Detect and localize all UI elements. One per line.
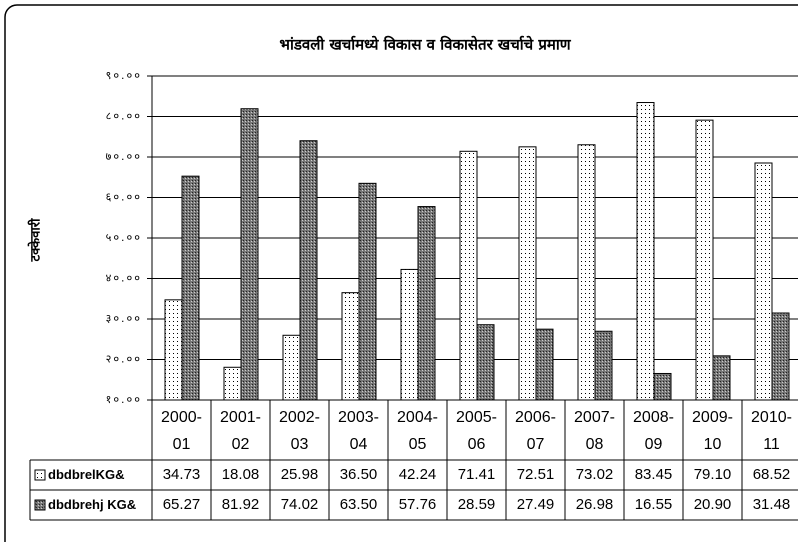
table-value: 68.52 xyxy=(752,466,791,483)
bar xyxy=(181,175,200,401)
y-tick-label: १०.०० xyxy=(106,393,142,406)
x-tick-label: 2008-09 xyxy=(633,409,674,453)
x-tick-label: 2001-02 xyxy=(220,409,261,453)
bar xyxy=(223,366,242,401)
bar xyxy=(417,206,436,401)
table-value: 83.45 xyxy=(634,466,673,483)
bar xyxy=(358,182,377,401)
table-value: 74.02 xyxy=(280,496,319,513)
bar xyxy=(636,102,655,401)
bar xyxy=(695,119,714,401)
table-value: 81.92 xyxy=(221,496,260,513)
x-tick-label: 2004-05 xyxy=(397,409,438,453)
y-tick-label: ७०.०० xyxy=(106,150,142,163)
y-tick-label: ८०.०० xyxy=(106,110,142,123)
legend-swatch xyxy=(34,499,46,511)
chart-title: भांडवली खर्चामध्ये विकास व विकासेतर खर्च… xyxy=(279,36,571,54)
legend-label: dbdbrehj KG& xyxy=(48,497,137,512)
bar xyxy=(771,312,790,401)
x-tick-label: 2010-11 xyxy=(751,409,792,453)
y-tick-label: ४०.०० xyxy=(106,272,142,285)
x-tick-label: 2003-04 xyxy=(338,409,379,453)
table-value: 31.48 xyxy=(752,496,791,513)
bar xyxy=(577,144,596,401)
table-value: 27.49 xyxy=(516,496,555,513)
table-value: 18.08 xyxy=(221,466,260,483)
table-value: 25.98 xyxy=(280,466,319,483)
table-value: 63.50 xyxy=(339,496,378,513)
table-value: 16.55 xyxy=(634,496,673,513)
table-value: 65.27 xyxy=(162,496,201,513)
y-tick-label: ५०.०० xyxy=(106,231,142,244)
table-value: 42.24 xyxy=(398,466,437,483)
x-tick-label: 2005-06 xyxy=(456,409,497,453)
x-tick-label: 2000-01 xyxy=(161,409,202,453)
bar xyxy=(712,355,731,401)
table-value: 73.02 xyxy=(575,466,614,483)
bar xyxy=(535,328,554,401)
x-tick-label: 2009-10 xyxy=(692,409,733,453)
bar xyxy=(299,140,318,401)
table-value: 36.50 xyxy=(339,466,378,483)
bar xyxy=(400,268,419,401)
x-tick-label: 2006-07 xyxy=(515,409,556,453)
legend-swatch xyxy=(34,469,46,481)
border xyxy=(4,4,798,542)
table-value: 79.10 xyxy=(693,466,732,483)
x-tick-label: 2007-08 xyxy=(574,409,615,453)
bar xyxy=(594,330,613,401)
legend-label: dbdbrelKG& xyxy=(48,467,125,482)
table-value: 20.90 xyxy=(693,496,732,513)
table-value: 26.98 xyxy=(575,496,614,513)
x-tick-label: 2002-03 xyxy=(279,409,320,453)
y-tick-label: ३०.०० xyxy=(106,312,142,325)
y-tick-label: ९०.०० xyxy=(106,69,142,82)
y-axis-label: टक्केवारी xyxy=(28,218,44,263)
bar xyxy=(240,108,259,401)
bar xyxy=(653,372,672,401)
bar xyxy=(164,299,183,401)
bar xyxy=(459,150,478,401)
bar xyxy=(282,334,301,401)
table-value: 72.51 xyxy=(516,466,555,483)
y-tick-label: २०.०० xyxy=(106,353,142,366)
table-value: 28.59 xyxy=(457,496,496,513)
y-tick-label: ६०.०० xyxy=(106,191,142,204)
bar xyxy=(341,292,360,401)
table-value: 34.73 xyxy=(162,466,201,483)
bar xyxy=(518,146,537,401)
table-value: 71.41 xyxy=(457,466,496,483)
bar xyxy=(754,162,773,401)
bar xyxy=(476,324,495,401)
table-value: 57.76 xyxy=(398,496,437,513)
